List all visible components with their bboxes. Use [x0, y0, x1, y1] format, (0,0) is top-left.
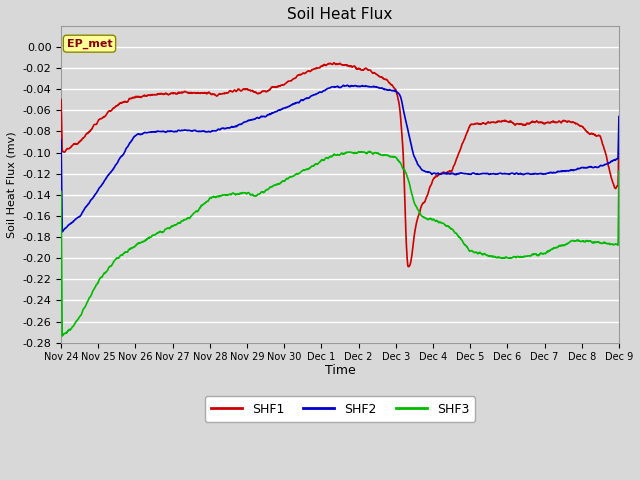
Y-axis label: Soil Heat Flux (mv): Soil Heat Flux (mv) [7, 131, 17, 238]
Legend: SHF1, SHF2, SHF3: SHF1, SHF2, SHF3 [205, 396, 476, 422]
X-axis label: Time: Time [324, 364, 355, 377]
Text: EP_met: EP_met [67, 38, 112, 49]
Title: Soil Heat Flux: Soil Heat Flux [287, 7, 393, 22]
